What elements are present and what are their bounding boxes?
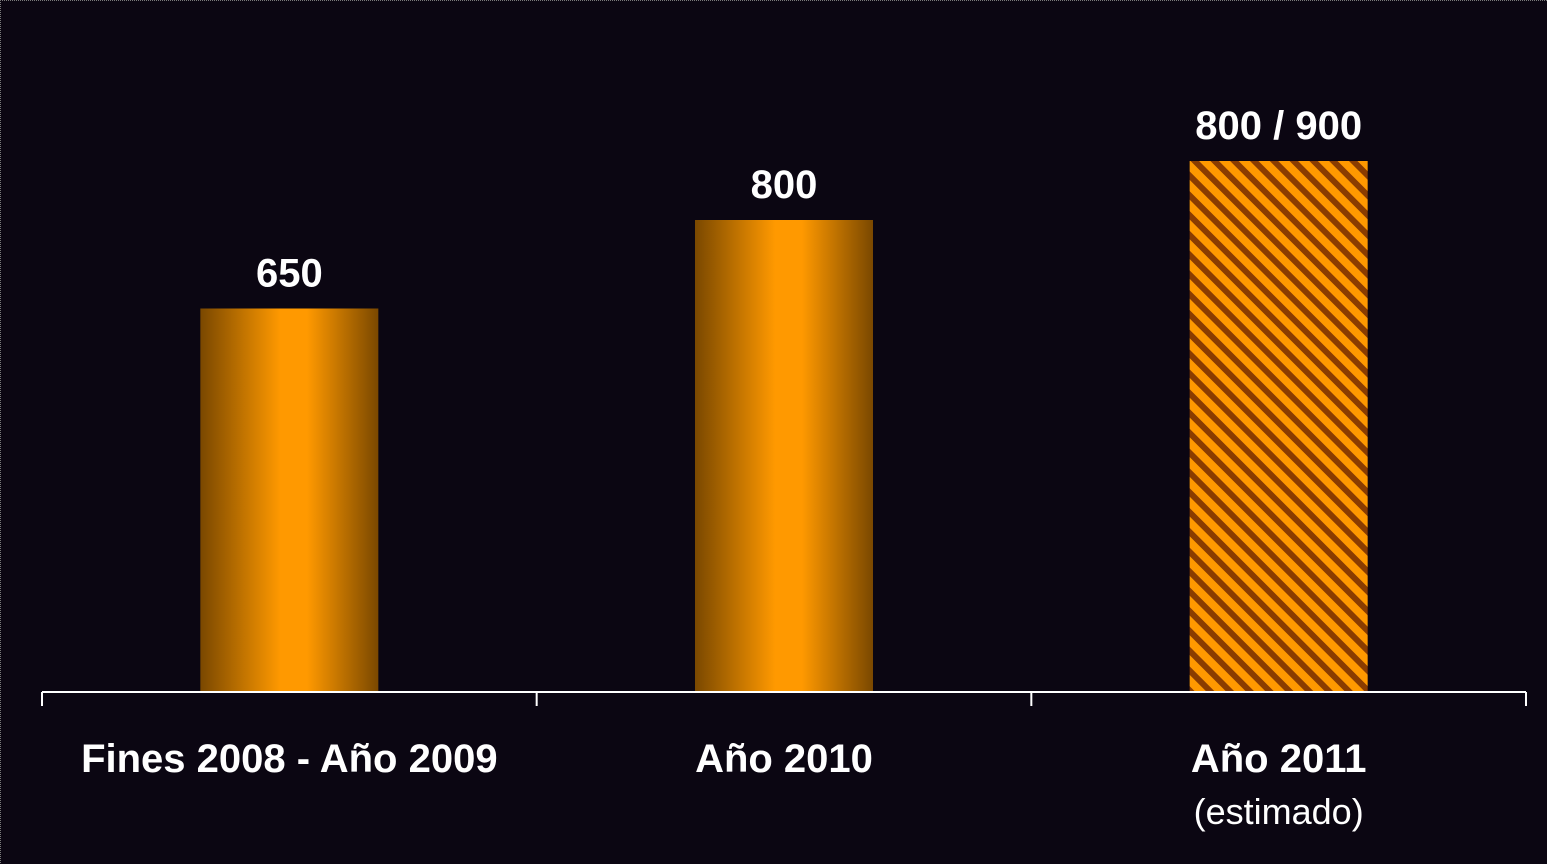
bars-group [200, 161, 1368, 692]
x-axis [41, 691, 1527, 706]
value-labels-group: 650 800 800 / 900 [256, 104, 1362, 296]
category-label-2: Año 2010 [695, 737, 873, 781]
value-label-3: 800 / 900 [1195, 104, 1362, 148]
value-label-2: 800 [751, 163, 818, 207]
bar-3 [1189, 161, 1368, 692]
bar-2 [695, 220, 873, 692]
category-label-3: Año 2011 [1191, 737, 1367, 781]
bar-1 [200, 308, 379, 692]
category-labels-group: Fines 2008 - Año 2009 Año 2010 Año 2011 (es… [81, 737, 1366, 832]
category-label-1: Fines 2008 - Año 2009 [81, 737, 497, 781]
value-label-1: 650 [256, 252, 323, 296]
category-sublabel-3: (estimado) [1194, 791, 1364, 832]
